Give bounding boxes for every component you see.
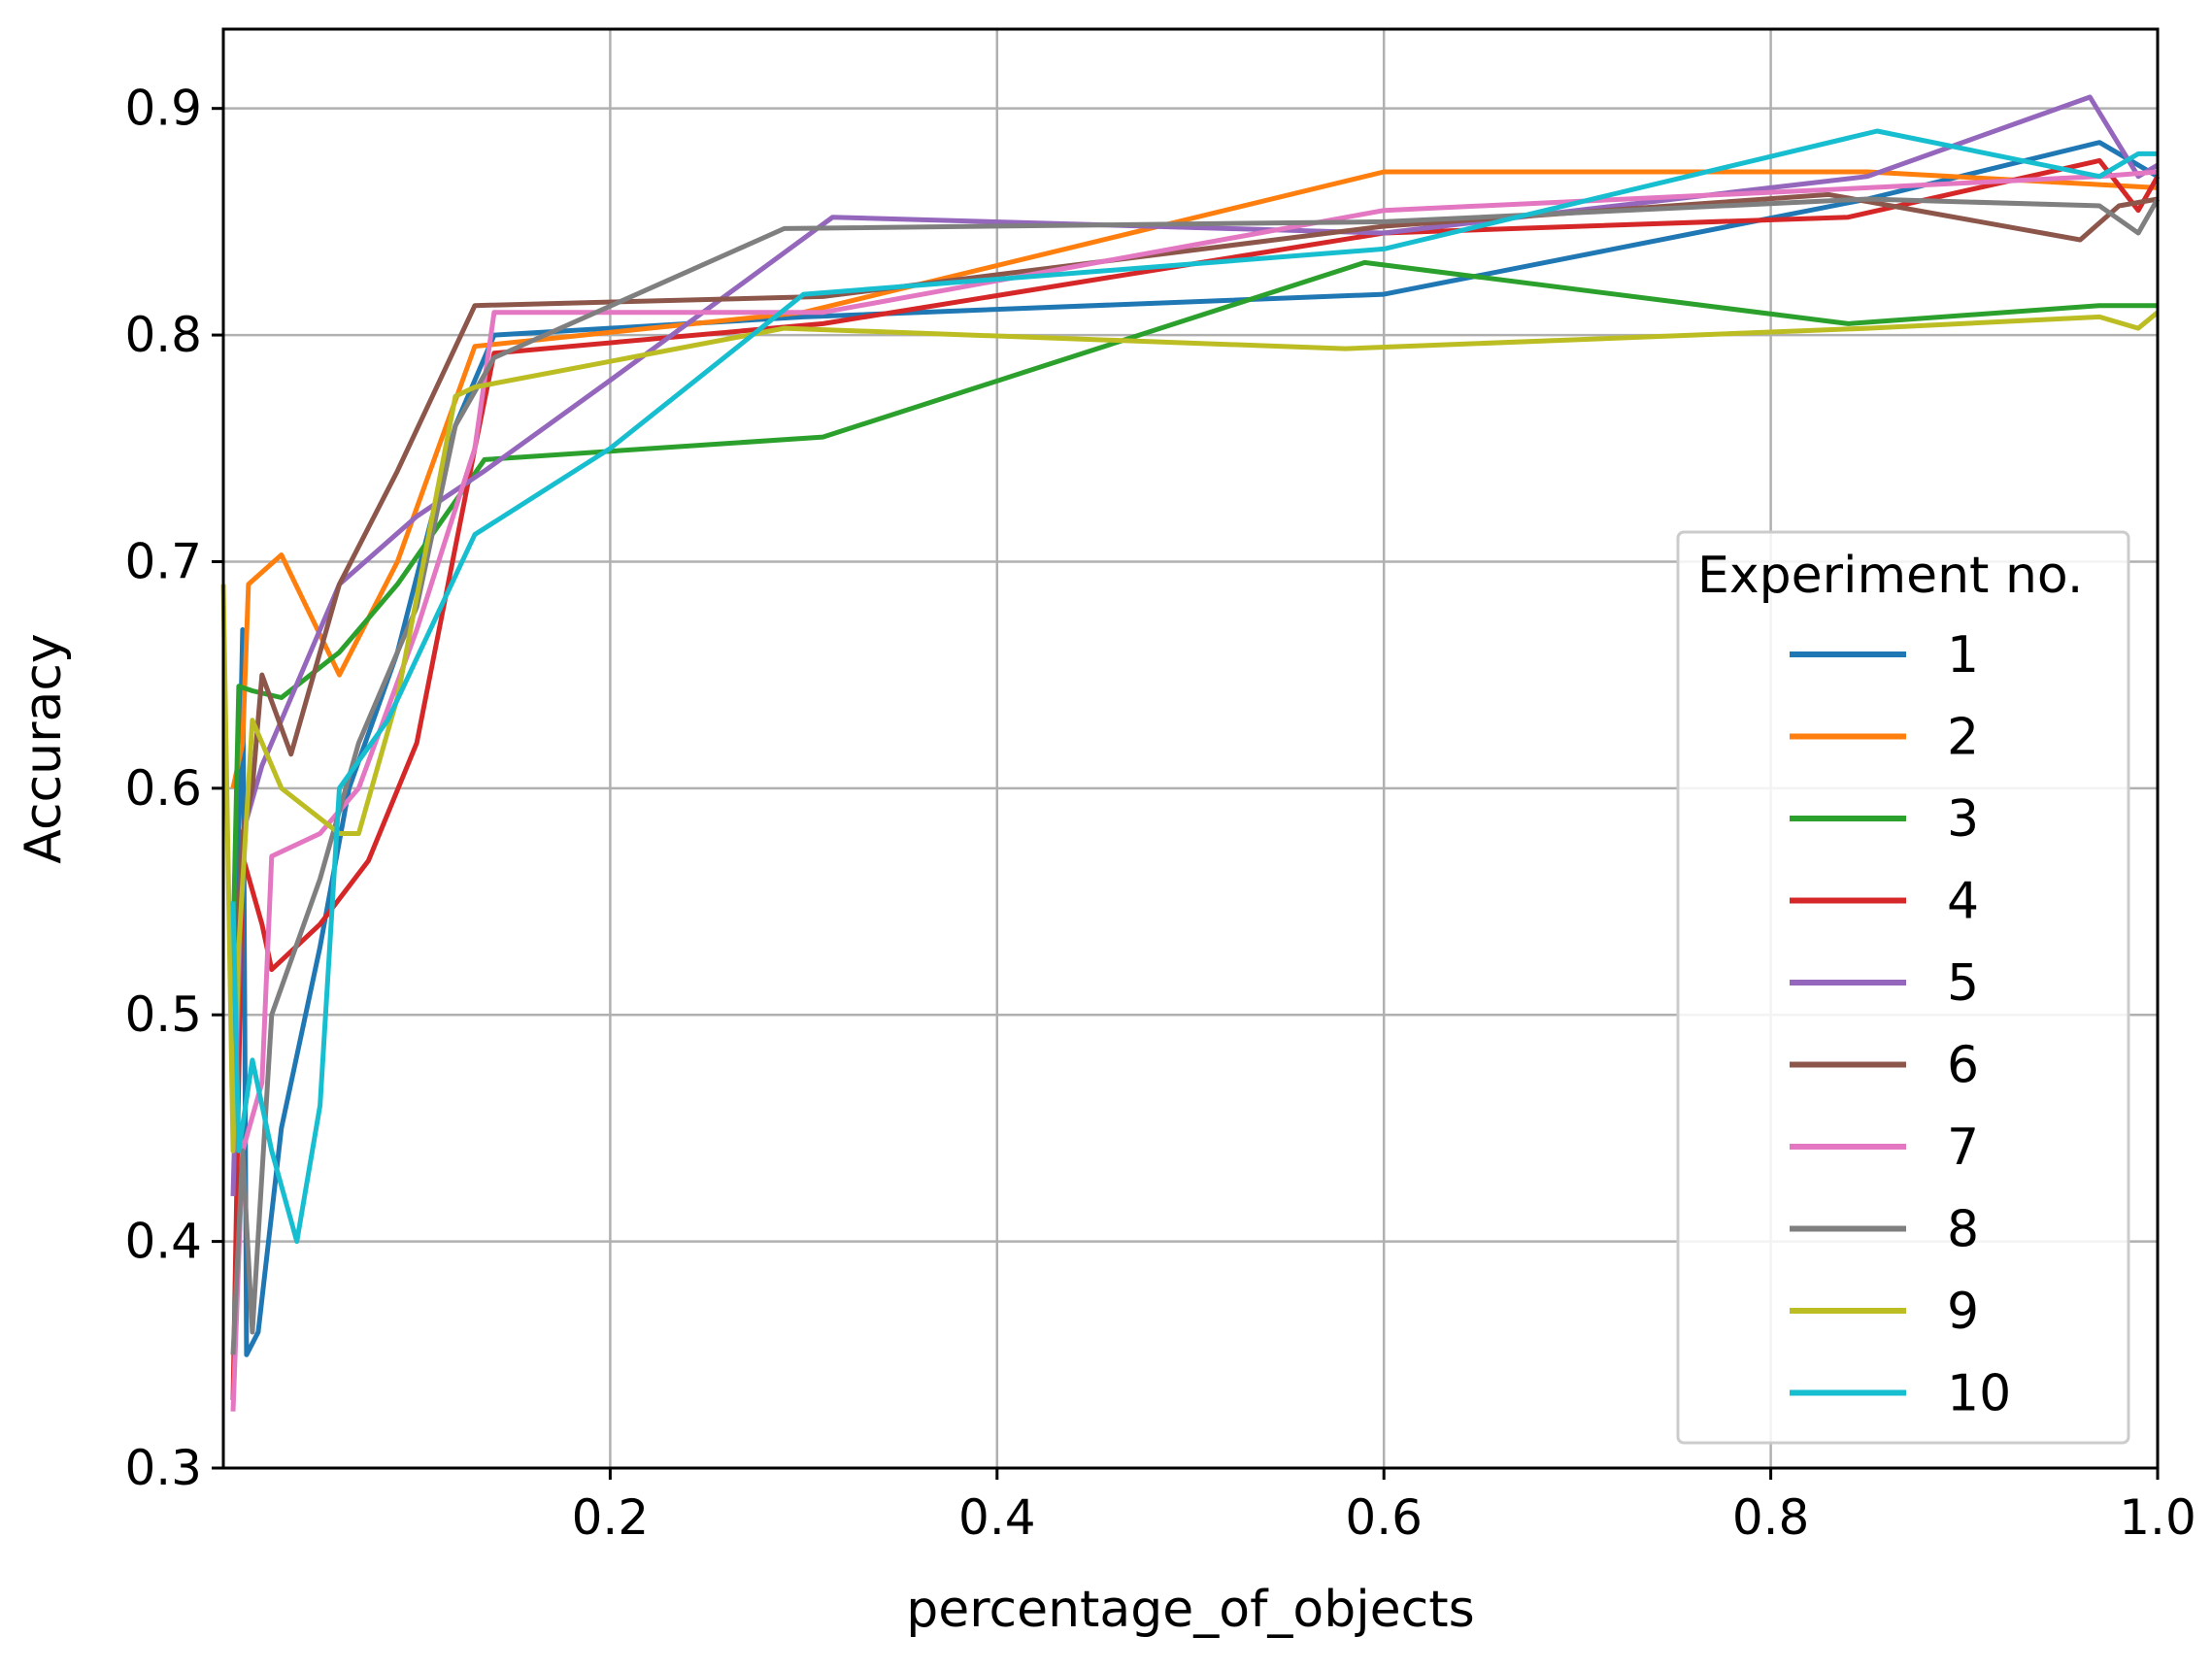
y-tick-label-1: 0.4 [124,1214,202,1270]
x-tick-label-1: 0.4 [958,1489,1036,1546]
y-tick-label-6: 0.9 [124,81,202,137]
legend-label-5: 5 [1947,954,1979,1013]
x-axis-label: percentage_of_objects [906,1581,1474,1639]
plot-frame [221,27,2160,1470]
series-line-8 [230,196,2161,1355]
series-line-3 [230,259,2158,948]
legend-box [1676,530,2130,1445]
y-tick-label-0: 0.3 [124,1440,202,1496]
x-tick-label-3: 0.8 [1732,1489,1810,1546]
series-line-10 [230,128,2158,1245]
legend-label-7: 7 [1947,1119,1979,1177]
series-line-9 [220,310,2160,1153]
y-tick-label-3: 0.6 [124,760,202,817]
series-line-6 [230,191,2159,1016]
y-tick-label-2: 0.5 [124,986,202,1043]
y-tick-label-4: 0.7 [124,533,202,589]
legend-label-2: 2 [1947,709,1979,767]
legend-label-9: 9 [1947,1283,1979,1341]
series-line-5 [230,94,2160,1196]
x-tick-label-2: 0.6 [1345,1489,1423,1546]
y-axis-label: Accuracy [15,633,73,863]
legend-label-6: 6 [1947,1037,1979,1095]
y-tick-label-5: 0.8 [124,307,202,363]
legend-label-10: 10 [1947,1365,2011,1423]
x-tick-label-0: 0.2 [572,1489,650,1546]
legend-label-1: 1 [1947,626,1979,685]
series-line-7 [230,169,2159,1412]
legend: Experiment no. 1 2 3 4 5 6 7 8 9 10 [1676,530,2130,1445]
legend-items: 1 2 3 4 5 6 7 8 9 10 [1790,626,2011,1423]
axis-ticks: 0.2 0.4 0.6 0.8 1.0 0.3 0.4 0.5 0.6 0.7 0.8 0.9 [124,81,2195,1546]
legend-label-4: 4 [1947,873,1979,931]
x-tick-label-4: 1.0 [2119,1489,2196,1546]
legend-label-8: 8 [1947,1201,1979,1259]
legend-label-3: 3 [1947,790,1979,849]
series-lines [220,94,2161,1412]
legend-title: Experiment no. [1697,547,2083,605]
series-line-2 [230,169,2159,789]
